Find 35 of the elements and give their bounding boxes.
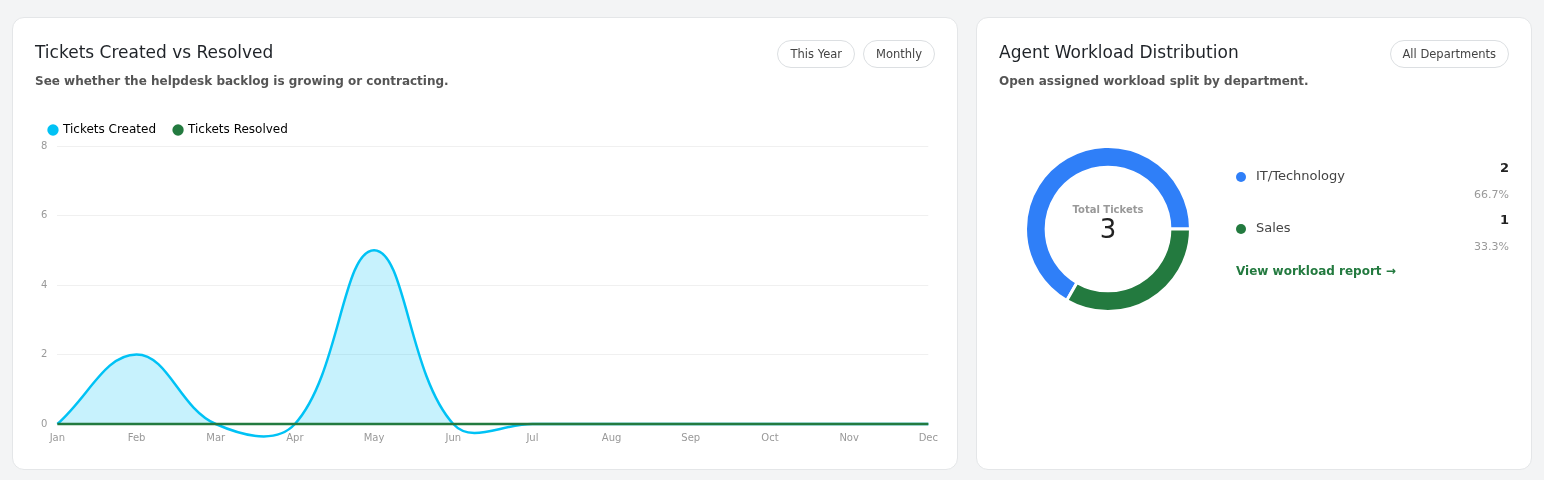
text: 66.7%	[1474, 188, 1509, 201]
x-tick-label: Jun	[444, 431, 462, 443]
text: Monthly	[862, 40, 935, 68]
text: Total Tickets	[1071, 204, 1145, 215]
x-tick-label: Nov	[839, 431, 859, 443]
text: This Year	[777, 40, 855, 68]
y-tick-label: 2	[40, 348, 48, 360]
data-label: 1	[1499, 212, 1509, 227]
x-tick-label: Mar	[206, 431, 227, 443]
x-tick-label: Dec	[918, 431, 938, 443]
x-tick-label: Feb	[127, 431, 146, 443]
text: View workload report →	[1236, 264, 1396, 278]
y-tick-label: 8	[40, 139, 48, 151]
text: All Departments	[1389, 40, 1509, 68]
x-tick-label: Apr	[286, 431, 305, 443]
chart-title: Agent Workload Distribution	[999, 42, 1239, 62]
chart-title: Tickets Created vs Resolved	[35, 42, 274, 62]
text: 33.3%	[1474, 240, 1509, 253]
x-tick-label: Sep	[681, 431, 701, 443]
x-tick-label: Jul	[525, 431, 539, 443]
chart-subtitle: Open assigned workload split by department.	[999, 74, 1309, 88]
x-tick-label: May	[363, 431, 385, 443]
y-tick-label: 0	[40, 417, 48, 429]
chart-subtitle: See whether the helpdesk backlog is growing or contracting.	[35, 74, 449, 88]
y-tick-label: 6	[40, 209, 48, 221]
text: 3	[1098, 214, 1118, 244]
x-tick-label: Oct	[761, 431, 779, 443]
x-tick-label: Jan	[48, 431, 66, 443]
legend-label: Tickets Created	[62, 122, 157, 137]
legend-label: IT/Technology	[1256, 168, 1345, 183]
x-tick-label: Aug	[601, 431, 622, 443]
legend-label: Tickets Resolved	[187, 122, 288, 137]
data-label: 2	[1499, 160, 1509, 175]
legend-label: Sales	[1256, 220, 1291, 235]
y-tick-label: 4	[40, 278, 48, 290]
